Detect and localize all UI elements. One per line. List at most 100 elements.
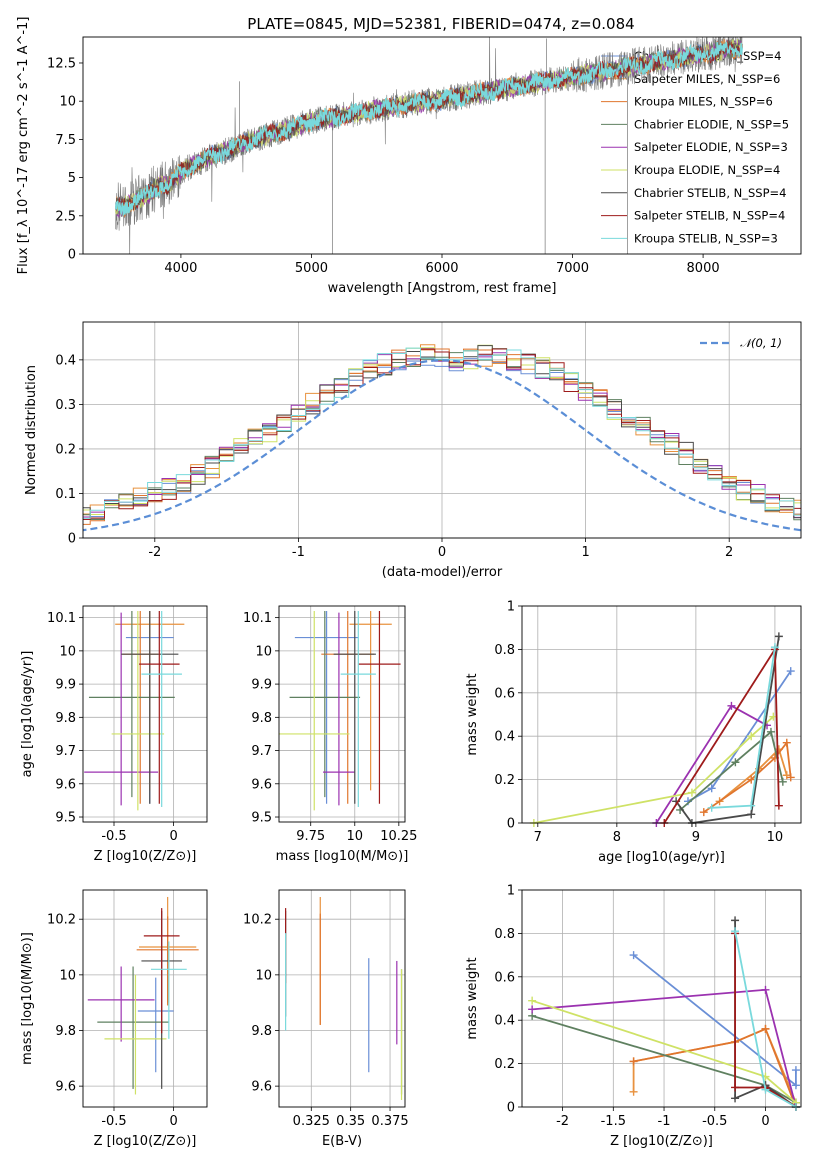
mass-weight-marker bbox=[770, 643, 779, 652]
x-tick-label: 6000 bbox=[425, 261, 458, 276]
mass-weight-marker bbox=[761, 1024, 770, 1033]
age_vs_mass-data bbox=[279, 610, 401, 811]
y-tick-label: 0.4 bbox=[494, 730, 515, 745]
mass-weight-marker bbox=[731, 1094, 740, 1103]
mass-weight-marker bbox=[747, 810, 756, 819]
mass-weight-marker bbox=[528, 996, 537, 1005]
model-spectrum-line bbox=[114, 41, 743, 216]
legend-label: Salpeter STELIB, N_SSP=4 bbox=[634, 209, 785, 223]
gaussian-curve bbox=[83, 359, 801, 532]
x-tick-label: 0.325 bbox=[293, 1114, 330, 1129]
y-axis-label: mass weight bbox=[465, 957, 480, 1039]
mass_vs_Z-data bbox=[87, 896, 199, 1095]
y-tick-label: 9.5 bbox=[55, 811, 76, 826]
chart-title: PLATE=0845, MJD=52381, FIBERID=0474, z=0… bbox=[247, 15, 634, 33]
mass-weight-marker bbox=[731, 916, 740, 925]
x-tick-label: 10.25 bbox=[380, 829, 417, 844]
y-tick-label: 0.2 bbox=[494, 1057, 515, 1072]
mass-weight-marker bbox=[687, 788, 696, 797]
spectrum-plot: 4000 5000 6000 7000 8000 0 2.5 5 7.5 10 12.5 wavele… bbox=[16, 17, 802, 296]
y-tick-label: 9.8 bbox=[251, 1024, 272, 1039]
y-tick-label: 0 bbox=[507, 817, 515, 832]
x-tick-label: -0.5 bbox=[101, 829, 126, 844]
mass-weight-line bbox=[734, 933, 797, 1108]
mass-weight-marker bbox=[747, 801, 756, 810]
y-tick-label: 9.8 bbox=[55, 1024, 76, 1039]
y-axis-label: age [log10(age/yr)] bbox=[20, 651, 35, 778]
y-tick-label: 0 bbox=[507, 1101, 515, 1116]
y-tick-label: 10 bbox=[59, 968, 76, 983]
x-tick-label: 10 bbox=[767, 830, 784, 845]
y-axis-label: Normed distribution bbox=[24, 365, 39, 495]
y-tick-label: 0 bbox=[68, 532, 76, 547]
y-tick-label: 10.1 bbox=[243, 611, 272, 626]
legend-label: Kroupa STELIB, N_SSP=3 bbox=[634, 231, 778, 245]
mass_weight_vs_Z-data bbox=[528, 916, 800, 1111]
mass-weight-marker bbox=[707, 784, 716, 793]
mass-weight-marker bbox=[727, 701, 736, 710]
x-tick-label: -2 bbox=[148, 545, 161, 560]
y-tick-label: 10.2 bbox=[243, 913, 272, 928]
x-axis-label: mass [log10(M/M⊙)] bbox=[276, 849, 409, 864]
legend-label: Chabrier STELIB, N_SSP=4 bbox=[634, 186, 786, 200]
mass-weight-line bbox=[633, 1027, 797, 1108]
y-tick-label: 9.5 bbox=[251, 811, 272, 826]
y-axis-label: Flux [f_λ 10^-17 erg cm^-2 s^-1 A^-1] bbox=[16, 17, 31, 275]
y-tick-label: 9.6 bbox=[55, 1080, 76, 1095]
mass-weight-marker bbox=[707, 803, 716, 812]
y-tick-label: 10.2 bbox=[47, 913, 76, 928]
residual-histogram-line bbox=[83, 348, 801, 520]
y-tick-label: 10 bbox=[59, 644, 76, 659]
mass-weight-marker bbox=[766, 727, 775, 736]
mass-weight-marker bbox=[528, 1005, 537, 1014]
x-tick-label: -2 bbox=[556, 1114, 569, 1129]
x-tick-label: -1.5 bbox=[601, 1114, 626, 1129]
y-tick-label: 2.5 bbox=[55, 209, 76, 224]
axes-frame bbox=[521, 605, 802, 824]
x-tick-label: -0.5 bbox=[702, 1114, 727, 1129]
mass-weight-marker bbox=[782, 738, 791, 747]
spectrum-lines bbox=[114, 37, 743, 254]
legend-label: Salpeter ELODIE, N_SSP=3 bbox=[634, 140, 788, 154]
residuals-data: 𝒩(0, 1) bbox=[83, 336, 801, 532]
y-tick-label: 9.9 bbox=[251, 678, 272, 693]
x-tick-label: -0.5 bbox=[101, 1114, 126, 1129]
mass-weight-marker bbox=[747, 732, 756, 741]
age_vs_Z-data bbox=[84, 610, 185, 811]
mass_vs_EBV-data bbox=[285, 896, 403, 1101]
y-tick-label: 10.1 bbox=[47, 611, 76, 626]
mass-weight-marker bbox=[629, 951, 638, 960]
y-tick-label: 5 bbox=[68, 171, 76, 186]
residuals-plot: 𝒩(0, 1) -2 -1 0 1 2 0 0.1 0.2 0.3 0.4 (data-model)/… bbox=[24, 321, 802, 580]
mass-weight-marker bbox=[629, 1057, 638, 1066]
x-tick-label: 0.35 bbox=[336, 1114, 365, 1129]
x-tick-label: 0 bbox=[761, 1114, 769, 1129]
y-tick-label: 0.2 bbox=[55, 442, 76, 457]
x-tick-label: 2 bbox=[725, 545, 733, 560]
mass-weight-line bbox=[675, 636, 780, 824]
mass-weight-marker bbox=[774, 801, 783, 810]
y-axis-label: mass [log10(M/M⊙)] bbox=[20, 932, 35, 1065]
legend-label: Chabrier ELODIE, N_SSP=5 bbox=[634, 117, 789, 131]
axes-frame bbox=[82, 605, 208, 823]
x-tick-label: 4000 bbox=[164, 261, 197, 276]
mass-weight-marker bbox=[731, 758, 740, 767]
x-tick-label: 5000 bbox=[295, 261, 328, 276]
y-tick-label: 1 bbox=[507, 600, 515, 615]
axes-frame bbox=[82, 36, 802, 255]
legend-label: Kroupa ELODIE, N_SSP=4 bbox=[634, 163, 780, 177]
x-tick-label: 7 bbox=[534, 830, 542, 845]
age_vs_mass-plot: 9.75 10 10.25 9.5 9.6 9.7 9.8 9.9 10 10.1 mass [lo… bbox=[243, 605, 417, 864]
y-tick-label: 9.8 bbox=[55, 711, 76, 726]
y-tick-label: 0.4 bbox=[55, 353, 76, 368]
mass-weight-marker bbox=[731, 927, 740, 936]
x-tick-label: 1 bbox=[581, 545, 589, 560]
axes-frame bbox=[278, 889, 406, 1108]
mass_weight_vs_age-plot: 7 8 9 10 0 0.2 0.4 0.6 0.8 1 age [log10(age/yr)] ma… bbox=[465, 600, 802, 865]
gaussian-legend-label: 𝒩(0, 1) bbox=[740, 336, 782, 350]
y-tick-label: 0.8 bbox=[494, 927, 515, 942]
mass-weight-marker bbox=[629, 1087, 638, 1096]
y-tick-label: 12.5 bbox=[47, 56, 76, 71]
x-tick-label: 10 bbox=[347, 829, 364, 844]
